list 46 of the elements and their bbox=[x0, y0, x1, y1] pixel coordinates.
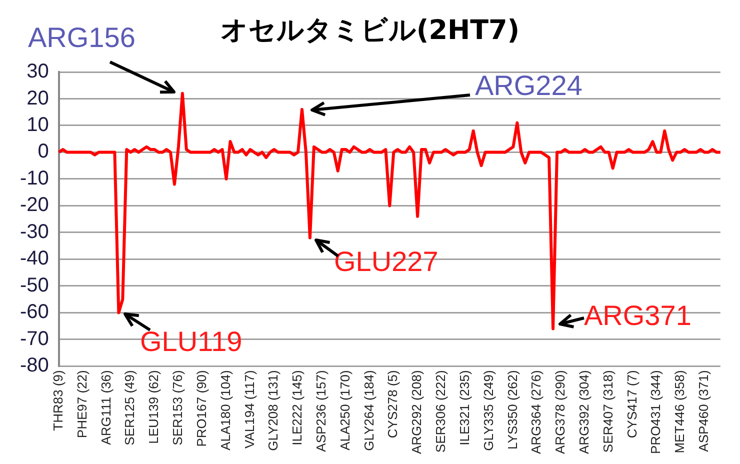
x-tick-label: LYS350 (262) bbox=[504, 370, 520, 450]
x-tick-label: ILE222 (145) bbox=[290, 370, 305, 446]
y-tick-label: -40 bbox=[20, 248, 49, 270]
x-tick-label: VAL194 (117) bbox=[242, 370, 257, 448]
x-tick-label: ALA180 (104) bbox=[218, 370, 233, 450]
y-tick-label: 20 bbox=[26, 87, 49, 110]
x-tick-label: ASP236 (157) bbox=[313, 370, 328, 452]
x-tick-label: ARG292 (208) bbox=[409, 370, 424, 454]
x-tick-label: ARG364 (276) bbox=[528, 370, 544, 454]
x-tick-label: SER153 (76) bbox=[170, 370, 186, 446]
y-tick-label: 30 bbox=[26, 60, 49, 83]
y-tick-label: -60 bbox=[20, 301, 49, 324]
x-tick-label: PHE97 (22) bbox=[74, 370, 90, 438]
x-tick-label: SER407 (318) bbox=[600, 370, 616, 453]
annotation: ARG371 bbox=[584, 300, 692, 332]
annotation: ARG224 bbox=[475, 70, 582, 102]
x-tick-label: CYS278 (5) bbox=[385, 370, 400, 438]
x-tick-label: GLY264 (184) bbox=[361, 370, 376, 451]
x-tick-label: LEU139 (62) bbox=[146, 370, 162, 444]
x-tick-label: GLY208 (131) bbox=[266, 370, 281, 451]
text: ARG156 bbox=[28, 22, 136, 54]
x-tick-label: ARG392 (304) bbox=[576, 370, 592, 454]
y-tick-label: -70 bbox=[20, 328, 49, 350]
x-tick-label: PRO431 (344) bbox=[648, 370, 664, 454]
x-tick-label: ARG111 (36) bbox=[98, 370, 114, 445]
x-tick-label: CYS417 (7) bbox=[624, 370, 640, 438]
annotation: GLU119 bbox=[140, 326, 242, 358]
x-tick-label: SER125 (49) bbox=[122, 370, 138, 446]
y-tick-label: -10 bbox=[20, 167, 49, 190]
x-tick-label: MET446 (358) bbox=[672, 370, 688, 454]
x-tick-label: ARG378 (290) bbox=[552, 370, 568, 454]
chart-title: オセルタミビル(2HT7) bbox=[220, 15, 520, 46]
x-tick-label: PRO167 (90) bbox=[194, 370, 209, 447]
y-tick-label: -50 bbox=[20, 274, 49, 296]
x-tick-label: ALA250 (170) bbox=[337, 370, 352, 450]
y-tick-label: -30 bbox=[20, 220, 49, 243]
y-tick-label: -80 bbox=[20, 354, 49, 377]
y-tick-label: 0 bbox=[38, 140, 49, 163]
x-tick-label: GLY335 (249) bbox=[480, 370, 496, 451]
y-tick-label: -20 bbox=[20, 194, 49, 216]
x-tick-label: ILE321 (235) bbox=[456, 370, 472, 446]
x-tick-label: THR83 (9) bbox=[50, 370, 66, 431]
x-tick-label: ASP460 (371) bbox=[696, 370, 712, 452]
y-tick-label: 10 bbox=[26, 114, 49, 136]
x-tick-label: SER306 (222) bbox=[433, 370, 448, 453]
annotation: GLU227 bbox=[334, 246, 438, 278]
